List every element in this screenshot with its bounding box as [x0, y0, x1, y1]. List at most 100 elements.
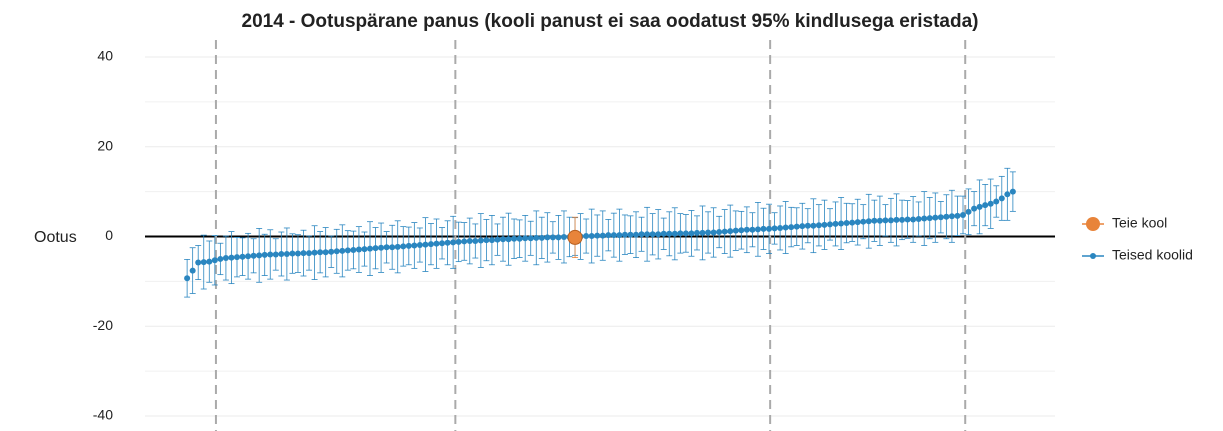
- point: [389, 244, 396, 251]
- point: [306, 250, 313, 257]
- point: [649, 231, 656, 238]
- point: [1004, 191, 1011, 198]
- point: [826, 221, 833, 228]
- point: [915, 215, 922, 222]
- chart-title: 2014 - Ootuspärane panus (kooli panust e…: [242, 11, 979, 32]
- point: [300, 250, 307, 257]
- point: [699, 229, 706, 236]
- point: [522, 235, 529, 242]
- point: [727, 228, 734, 235]
- point: [339, 247, 346, 254]
- point: [333, 248, 340, 255]
- point: [688, 230, 695, 237]
- point: [865, 218, 872, 225]
- point: [871, 217, 878, 224]
- point: [854, 219, 861, 226]
- point: [361, 246, 368, 253]
- point: [882, 217, 889, 224]
- point: [583, 233, 590, 240]
- point: [599, 232, 606, 239]
- point: [682, 230, 689, 237]
- point: [810, 222, 817, 229]
- point: [710, 229, 717, 236]
- point: [948, 213, 955, 220]
- point: [272, 251, 279, 258]
- point: [294, 250, 301, 257]
- point: [960, 211, 967, 218]
- point: [494, 236, 501, 243]
- point: [610, 232, 617, 239]
- point: [743, 226, 750, 233]
- point: [267, 251, 274, 258]
- point: [239, 253, 246, 260]
- point: [766, 225, 773, 232]
- point: [311, 249, 318, 256]
- y-tick-label: -40: [93, 407, 113, 423]
- point: [821, 221, 828, 228]
- point: [782, 224, 789, 231]
- point: [638, 231, 645, 238]
- point: [621, 231, 628, 238]
- point: [655, 231, 662, 238]
- point: [549, 234, 556, 241]
- y-tick-label: -20: [93, 317, 113, 333]
- y-tick-label: 20: [97, 137, 113, 153]
- point: [322, 249, 329, 256]
- point: [228, 254, 235, 261]
- point: [400, 243, 407, 250]
- point: [233, 254, 240, 261]
- legend-label: Teie kool: [1112, 215, 1167, 231]
- point: [555, 234, 562, 241]
- point: [544, 234, 551, 241]
- y-tick-label: 0: [105, 227, 113, 243]
- point: [921, 215, 928, 222]
- point: [904, 216, 911, 223]
- point: [965, 208, 972, 215]
- point: [588, 233, 595, 240]
- point: [788, 224, 795, 231]
- point: [372, 245, 379, 252]
- point: [982, 202, 989, 209]
- point: [998, 195, 1005, 202]
- point: [760, 225, 767, 232]
- point: [433, 240, 440, 247]
- legend-marker: [1086, 217, 1100, 231]
- point: [217, 255, 224, 262]
- point: [910, 216, 917, 223]
- point: [932, 214, 939, 221]
- point: [411, 242, 418, 249]
- point: [971, 205, 978, 212]
- point: [533, 234, 540, 241]
- point: [732, 227, 739, 234]
- point: [367, 245, 374, 252]
- point: [754, 226, 761, 233]
- point: [843, 220, 850, 227]
- point: [644, 231, 651, 238]
- point: [993, 198, 1000, 205]
- point: [378, 244, 385, 251]
- point: [749, 226, 756, 233]
- point: [527, 235, 534, 242]
- point: [594, 232, 601, 239]
- point: [538, 234, 545, 241]
- point: [416, 242, 423, 249]
- point: [477, 237, 484, 244]
- point: [405, 242, 412, 249]
- point: [211, 257, 218, 264]
- point: [328, 248, 335, 255]
- point: [899, 216, 906, 223]
- point: [876, 217, 883, 224]
- point: [505, 236, 512, 243]
- point: [705, 229, 712, 236]
- point: [450, 239, 457, 246]
- point: [660, 230, 667, 237]
- y-axis-label: Ootus: [34, 229, 77, 246]
- point: [937, 214, 944, 221]
- point: [738, 227, 745, 234]
- point: [461, 238, 468, 245]
- point: [222, 255, 229, 262]
- point: [887, 217, 894, 224]
- point: [472, 237, 479, 244]
- point: [455, 238, 462, 245]
- point: [976, 203, 983, 210]
